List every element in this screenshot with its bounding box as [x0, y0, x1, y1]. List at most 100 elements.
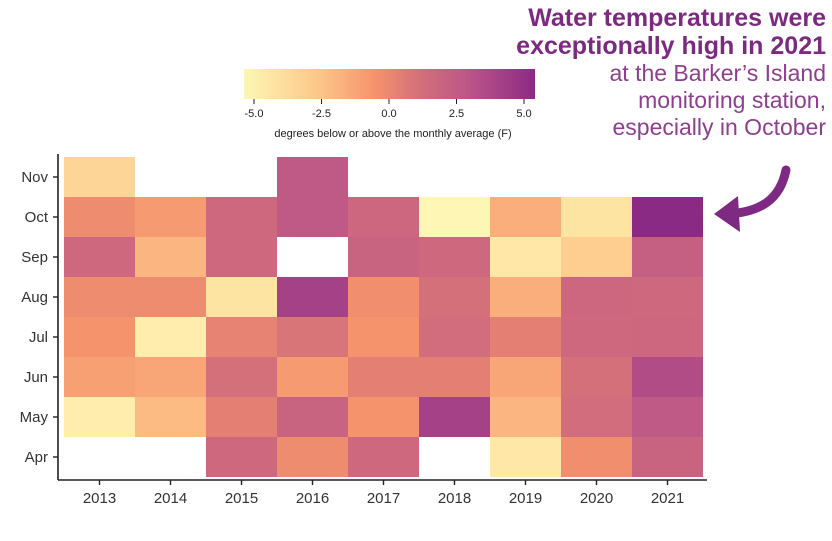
x-tick-label: 2013 [83, 490, 116, 507]
heatmap-cell-2014-jun [135, 357, 206, 397]
heatmap-cell-2015-aug [206, 277, 277, 317]
colorbar-tick-label: 2.5 [449, 108, 464, 120]
heatmap-cell-2017-may [348, 397, 419, 437]
heatmap-cell-2017-oct [348, 197, 419, 237]
colorbar-tick-label: -2.5 [312, 108, 331, 120]
y-tick-label: Aug [21, 289, 48, 306]
colorbar: -5.0 -2.5 0.0 2.5 5.0 degrees below or above… [244, 69, 535, 140]
heatmap-cell-2021-apr [632, 437, 703, 477]
heatmap-cell-2017-aug [348, 277, 419, 317]
x-tick-label: 2020 [580, 490, 613, 507]
colorbar-tick-label: 5.0 [516, 108, 531, 120]
colorbar-tick-label: -5.0 [245, 108, 264, 120]
heatmap-cell-2013-oct [64, 197, 135, 237]
heatmap-cell-2013-sep [64, 237, 135, 277]
heatmap-cell-2013-nov [64, 157, 135, 197]
heatmap-cell-2013-jun [64, 357, 135, 397]
headline-bold-1: Water temperatures were [528, 4, 826, 32]
arrow-head [714, 196, 740, 232]
heatmap-cell-2021-jun [632, 357, 703, 397]
heatmap-cell-2020-may [561, 397, 632, 437]
heatmap-cell-2021-sep [632, 237, 703, 277]
heatmap-cell-2018-may [419, 397, 490, 437]
colorbar-ticks: -5.0 -2.5 0.0 2.5 5.0 [245, 99, 532, 120]
heatmap-cell-2020-apr [561, 437, 632, 477]
heatmap-cell-2020-jul [561, 317, 632, 357]
x-tick-label: 2018 [438, 490, 471, 507]
y-tick-label: Apr [25, 449, 48, 466]
heatmap-cell-2013-may [64, 397, 135, 437]
headline-light-2: monitoring station, [638, 87, 826, 113]
heatmap-cell-2021-aug [632, 277, 703, 317]
y-tick-label: Jun [24, 369, 48, 386]
heatmap-cell-2018-jul [419, 317, 490, 357]
heatmap-cell-2018-jun [419, 357, 490, 397]
heatmap-cell-2019-oct [490, 197, 561, 237]
heatmap-cell-2013-jul [64, 317, 135, 357]
heatmap-cell-2014-jul [135, 317, 206, 357]
x-tick-label: 2017 [367, 490, 400, 507]
heatmap-cell-2015-may [206, 397, 277, 437]
headline-bold-2: exceptionally high in 2021 [516, 32, 826, 60]
heatmap-cell-2018-aug [419, 277, 490, 317]
heatmap-cell-2020-sep [561, 237, 632, 277]
heatmap-cell-2013-aug [64, 277, 135, 317]
x-tick-label: 2015 [225, 490, 258, 507]
heatmap-cell-2016-jun [277, 357, 348, 397]
heatmap-cell-2021-jul [632, 317, 703, 357]
y-tick-label: Nov [21, 169, 48, 186]
heatmap-cell-2016-aug [277, 277, 348, 317]
heatmap-cell-2019-may [490, 397, 561, 437]
x-tick-label: 2016 [296, 490, 329, 507]
y-tick-label: Jul [29, 329, 48, 346]
heatmap-cell-2019-sep [490, 237, 561, 277]
y-tick-label: Sep [21, 249, 48, 266]
x-tick-label: 2019 [509, 490, 542, 507]
heatmap-cell-2015-jul [206, 317, 277, 357]
heatmap-cell-2017-jun [348, 357, 419, 397]
y-ticks: Apr May Jun Jul Aug Sep Oct Nov [20, 169, 58, 466]
heatmap-cell-2021-may [632, 397, 703, 437]
heatmap-cell-2019-aug [490, 277, 561, 317]
heatmap-cell-2017-jul [348, 317, 419, 357]
heatmap-cell-2015-sep [206, 237, 277, 277]
colorbar-label: degrees below or above the monthly avera… [274, 128, 511, 140]
heatmap-cell-2015-jun [206, 357, 277, 397]
y-tick-label: May [20, 409, 49, 426]
heatmap-cell-2014-sep [135, 237, 206, 277]
heatmap-cell-2017-apr [348, 437, 419, 477]
heatmap-cell-2014-aug [135, 277, 206, 317]
heatmap-cell-2016-may [277, 397, 348, 437]
heatmap-cell-2014-may [135, 397, 206, 437]
x-tick-label: 2021 [651, 490, 684, 507]
heatmap-cell-2021-oct [632, 197, 703, 237]
heatmap-cell-2017-sep [348, 237, 419, 277]
heatmap-cell-2015-oct [206, 197, 277, 237]
heatmap-cell-2016-jul [277, 317, 348, 357]
x-tick-label: 2014 [154, 490, 187, 507]
headline-light-3: especially in October [612, 114, 827, 140]
heatmap-cell-2018-oct [419, 197, 490, 237]
heatmap-cell-2020-jun [561, 357, 632, 397]
heatmap-cell-2015-apr [206, 437, 277, 477]
heatmap-cell-2018-sep [419, 237, 490, 277]
heatmap-cell-2016-oct [277, 197, 348, 237]
axes [57, 154, 707, 481]
headline: Water temperatures were exceptionally hi… [446, 4, 826, 141]
heatmap-cell-2016-nov [277, 157, 348, 197]
y-tick-label: Oct [25, 209, 49, 226]
headline-light-1: at the Barker’s Island [609, 60, 827, 86]
heatmap-cell-2019-jun [490, 357, 561, 397]
callout-arrow [714, 165, 791, 232]
heatmap-cell-2020-aug [561, 277, 632, 317]
colorbar-tick-label: 0.0 [381, 108, 396, 120]
heatmap-cell-2019-apr [490, 437, 561, 477]
colorbar-gradient [244, 69, 535, 99]
heatmap-cell-2019-jul [490, 317, 561, 357]
heatmap-cell-2016-apr [277, 437, 348, 477]
heatmap-cell-2020-oct [561, 197, 632, 237]
heatmap-cells [64, 157, 703, 477]
heatmap-cell-2014-oct [135, 197, 206, 237]
x-ticks: 2013 2014 2015 2016 2017 2018 2019 2020 2021 [83, 480, 684, 507]
